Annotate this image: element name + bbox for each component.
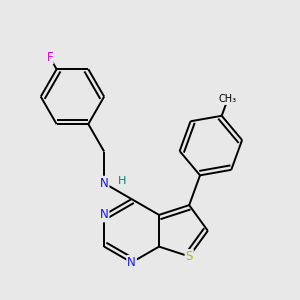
Text: N: N [100,177,109,190]
Text: CH₃: CH₃ [219,94,237,104]
Text: S: S [185,250,193,263]
Text: F: F [46,51,53,64]
Text: N: N [100,208,109,221]
Text: H: H [117,176,126,186]
Text: N: N [127,256,136,269]
